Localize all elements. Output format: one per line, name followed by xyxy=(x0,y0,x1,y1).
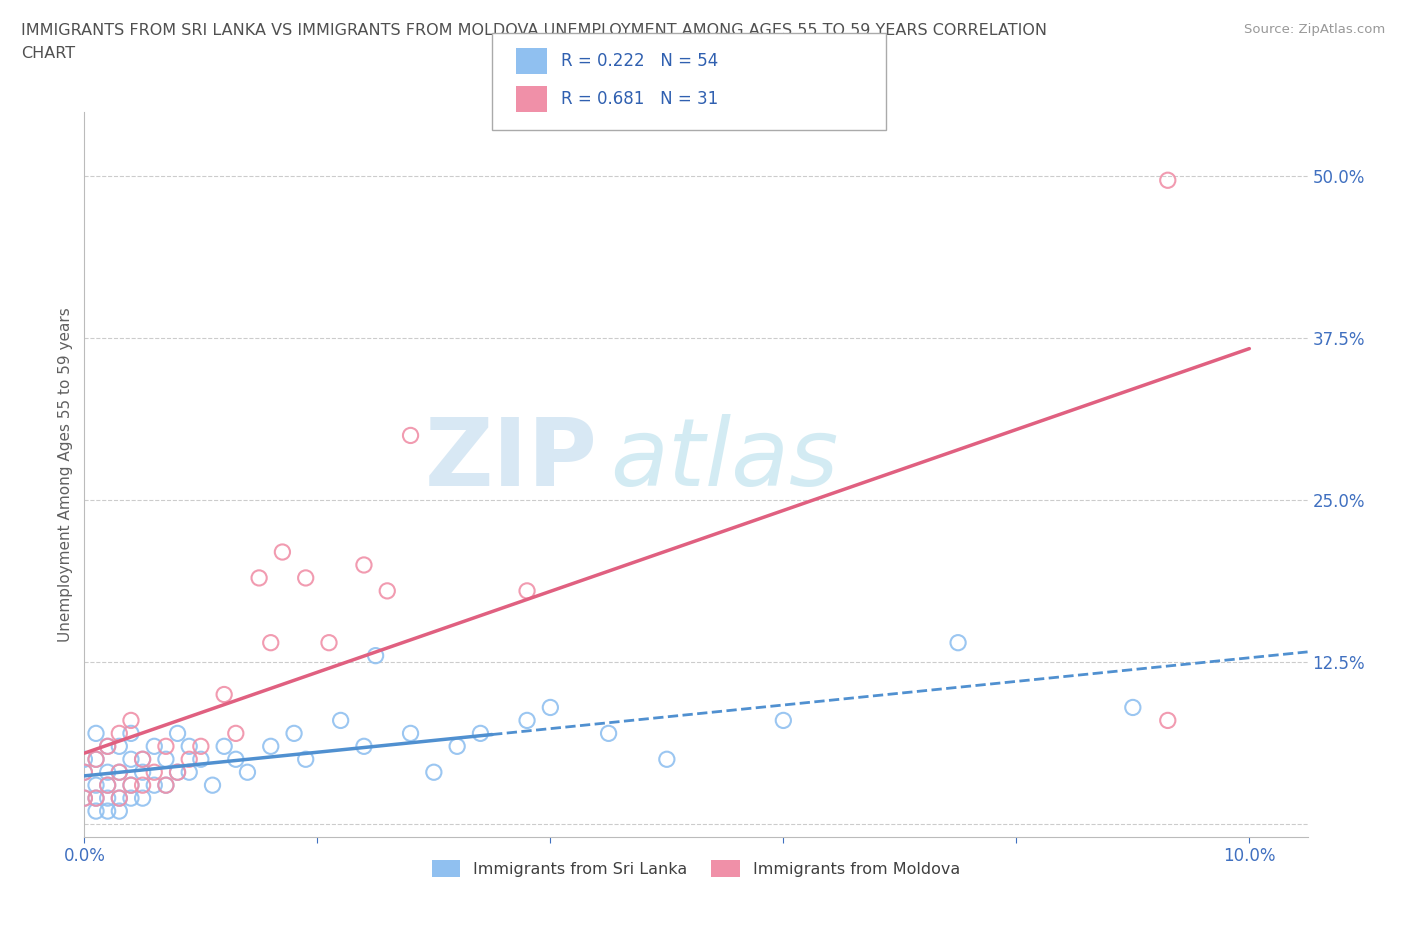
Point xyxy=(108,804,131,818)
Text: R = 0.681   N = 31: R = 0.681 N = 31 xyxy=(561,89,718,108)
Point xyxy=(260,738,283,753)
Point xyxy=(318,635,340,650)
Point xyxy=(225,726,247,741)
Point xyxy=(655,751,678,766)
Point xyxy=(84,751,107,766)
Point xyxy=(73,790,96,805)
Point xyxy=(143,764,166,779)
Point xyxy=(120,777,142,792)
Point xyxy=(212,738,235,753)
Point xyxy=(73,751,96,766)
Point xyxy=(131,751,153,766)
Point xyxy=(375,583,398,598)
Point xyxy=(516,583,538,598)
Point xyxy=(73,764,96,779)
Point xyxy=(84,804,107,818)
Point xyxy=(97,738,120,753)
Point xyxy=(423,764,446,779)
Point xyxy=(120,751,142,766)
Point xyxy=(446,738,468,753)
Point xyxy=(247,570,270,585)
Point xyxy=(143,738,166,753)
Point xyxy=(329,713,352,728)
Point xyxy=(73,790,96,805)
Point xyxy=(84,751,107,766)
Point xyxy=(1157,713,1180,728)
Point xyxy=(1157,173,1180,188)
Point xyxy=(470,726,492,741)
Point xyxy=(516,713,538,728)
Point xyxy=(946,635,969,650)
Point xyxy=(155,777,177,792)
Point xyxy=(108,764,131,779)
Point xyxy=(120,777,142,792)
Point xyxy=(131,751,153,766)
Text: IMMIGRANTS FROM SRI LANKA VS IMMIGRANTS FROM MOLDOVA UNEMPLOYMENT AMONG AGES 55 : IMMIGRANTS FROM SRI LANKA VS IMMIGRANTS … xyxy=(21,23,1047,38)
Legend: Immigrants from Sri Lanka, Immigrants from Moldova: Immigrants from Sri Lanka, Immigrants fr… xyxy=(426,854,966,883)
Text: ZIP: ZIP xyxy=(425,414,598,506)
Point xyxy=(84,790,107,805)
Point xyxy=(143,777,166,792)
Point xyxy=(97,738,120,753)
Point xyxy=(120,713,142,728)
Text: R = 0.222   N = 54: R = 0.222 N = 54 xyxy=(561,52,718,71)
Point xyxy=(155,777,177,792)
Point xyxy=(271,545,294,560)
Point xyxy=(155,738,177,753)
Point xyxy=(97,777,120,792)
Point xyxy=(166,764,188,779)
Point xyxy=(353,738,375,753)
Point xyxy=(120,790,142,805)
Point xyxy=(97,764,120,779)
Point xyxy=(225,751,247,766)
Point xyxy=(190,738,212,753)
Point xyxy=(1122,700,1144,715)
Point xyxy=(166,764,188,779)
Point xyxy=(155,751,177,766)
Point xyxy=(399,428,422,443)
Point xyxy=(353,558,375,573)
Text: Source: ZipAtlas.com: Source: ZipAtlas.com xyxy=(1244,23,1385,36)
Point xyxy=(108,726,131,741)
Point xyxy=(294,570,316,585)
Point xyxy=(179,764,201,779)
Point xyxy=(538,700,561,715)
Point xyxy=(364,648,387,663)
Point xyxy=(166,726,188,741)
Y-axis label: Unemployment Among Ages 55 to 59 years: Unemployment Among Ages 55 to 59 years xyxy=(58,307,73,642)
Point xyxy=(97,790,120,805)
Point xyxy=(772,713,794,728)
Point xyxy=(73,764,96,779)
Point xyxy=(131,777,153,792)
Point xyxy=(108,764,131,779)
Point xyxy=(212,687,235,702)
Point xyxy=(108,790,131,805)
Point xyxy=(84,777,107,792)
Point xyxy=(598,726,620,741)
Text: atlas: atlas xyxy=(610,414,838,505)
Point xyxy=(294,751,316,766)
Point xyxy=(131,790,153,805)
Point xyxy=(399,726,422,741)
Point xyxy=(179,738,201,753)
Point xyxy=(260,635,283,650)
Text: CHART: CHART xyxy=(21,46,75,61)
Point xyxy=(84,726,107,741)
Point xyxy=(201,777,224,792)
Point xyxy=(120,726,142,741)
Point xyxy=(108,738,131,753)
Point xyxy=(190,751,212,766)
Point xyxy=(97,777,120,792)
Point xyxy=(131,764,153,779)
Point xyxy=(179,751,201,766)
Point xyxy=(236,764,259,779)
Point xyxy=(97,804,120,818)
Point xyxy=(108,790,131,805)
Point xyxy=(84,790,107,805)
Point xyxy=(283,726,305,741)
